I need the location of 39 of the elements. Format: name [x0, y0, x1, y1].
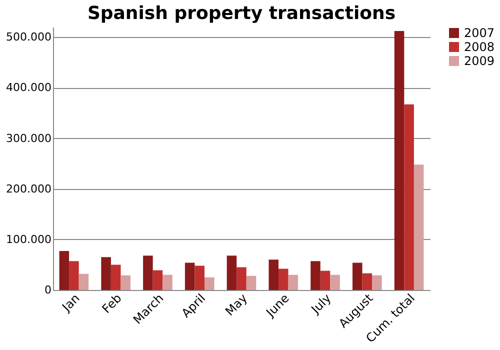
x-tick-label: Jan — [58, 291, 82, 315]
bar — [246, 276, 256, 290]
y-tick-label: 200.000 — [6, 182, 52, 196]
bar — [352, 262, 362, 290]
bar — [69, 261, 79, 290]
bar — [372, 275, 382, 290]
bar — [194, 266, 204, 290]
y-tick-label: 100.000 — [6, 232, 52, 246]
bar — [226, 256, 237, 290]
y-tick-label: 300.000 — [6, 132, 52, 145]
legend-label: 2009 — [464, 54, 495, 68]
y-tick-label: 400.000 — [6, 81, 52, 94]
x-tick-label: Feb — [99, 291, 124, 316]
bar — [236, 267, 246, 290]
bar — [268, 260, 278, 290]
bar — [278, 268, 288, 290]
bar — [310, 261, 320, 290]
bar — [414, 164, 424, 290]
bar — [330, 274, 340, 290]
bar — [162, 274, 172, 290]
legend-label: 2007 — [464, 26, 495, 40]
legend-label: 2008 — [464, 40, 495, 54]
chart-title: Spanish property transactions — [87, 3, 396, 24]
y-tick-label: 0 — [44, 284, 52, 296]
bar — [78, 274, 89, 290]
bar — [184, 262, 195, 290]
bar — [59, 251, 70, 290]
bar — [143, 256, 153, 290]
bar — [110, 264, 121, 290]
bar — [320, 270, 330, 290]
y-tick-label: 500.000 — [6, 30, 52, 44]
bar — [288, 274, 298, 290]
bar — [404, 104, 414, 290]
bar — [394, 31, 404, 290]
bar — [204, 277, 214, 290]
bar — [120, 275, 130, 290]
bar — [101, 257, 111, 290]
bar — [152, 270, 163, 290]
bar — [362, 273, 372, 290]
